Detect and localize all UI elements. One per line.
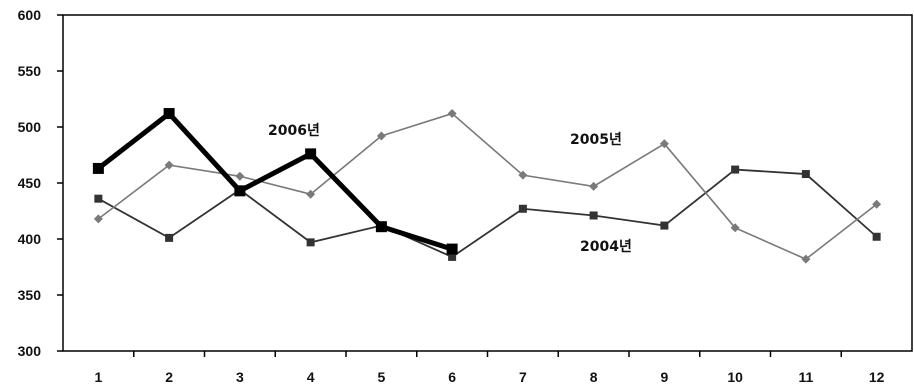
data-point [94,194,103,203]
x-tick-label: 3 [236,369,244,385]
x-tick-label: 4 [307,369,315,385]
y-tick-label: 350 [18,287,42,303]
y-tick-label: 450 [18,175,42,191]
data-point [234,185,246,197]
x-tick-label: 12 [869,369,885,385]
series-line [97,112,878,261]
series-2 [93,109,882,264]
series-label-2004: 2004년 [580,239,632,255]
data-point [589,181,599,191]
x-tick-label: 6 [448,369,456,385]
data-point [446,243,458,255]
x-tick-label: 10 [727,369,743,385]
data-point [801,170,810,179]
data-point [731,165,740,174]
data-point [376,131,386,141]
y-tick-label: 600 [18,7,42,23]
data-point [872,232,881,241]
data-point [589,211,598,220]
data-point [165,233,174,242]
data-point [659,139,669,149]
data-point [518,204,527,213]
series-1 [94,165,881,261]
x-tick-label: 1 [94,369,102,385]
data-point [801,254,811,264]
x-tick-label: 5 [377,369,385,385]
data-point [872,199,882,209]
y-tick-label: 300 [18,343,42,359]
plot-area [62,14,913,352]
y-tick-label: 400 [18,231,42,247]
data-point [518,170,528,180]
series-labels: 2006년 2005년 2004년 [268,123,632,255]
series-line [97,168,878,258]
data-point [660,221,669,230]
x-tick-label: 11 [798,369,813,385]
data-point [730,223,740,233]
data-point [93,214,103,224]
data-point [447,109,457,119]
data-point [306,238,315,247]
plot-border [62,14,913,352]
y-tick-label: 500 [18,119,42,135]
x-tick-label: 7 [519,369,527,385]
data-point [164,160,174,170]
series-line [96,110,453,252]
series-layer [92,108,882,264]
x-tick-label: 8 [590,369,598,385]
y-axis: 300 350 400 450 500 550 600 [18,7,63,359]
data-point [448,252,457,261]
series-label-2006: 2006년 [268,123,320,139]
data-point [92,162,104,174]
x-tick-label: 9 [660,369,668,385]
x-tick-label: 2 [165,369,173,385]
data-point [375,221,387,233]
data-point [305,148,317,160]
series-3 [92,108,458,255]
data-point [235,171,245,181]
y-tick-label: 550 [18,63,42,79]
x-axis: 1 2 3 4 5 6 7 8 9 10 11 12 [94,351,885,385]
series-label-2005: 2005년 [570,132,622,148]
data-point [306,189,316,199]
data-point [163,108,175,120]
